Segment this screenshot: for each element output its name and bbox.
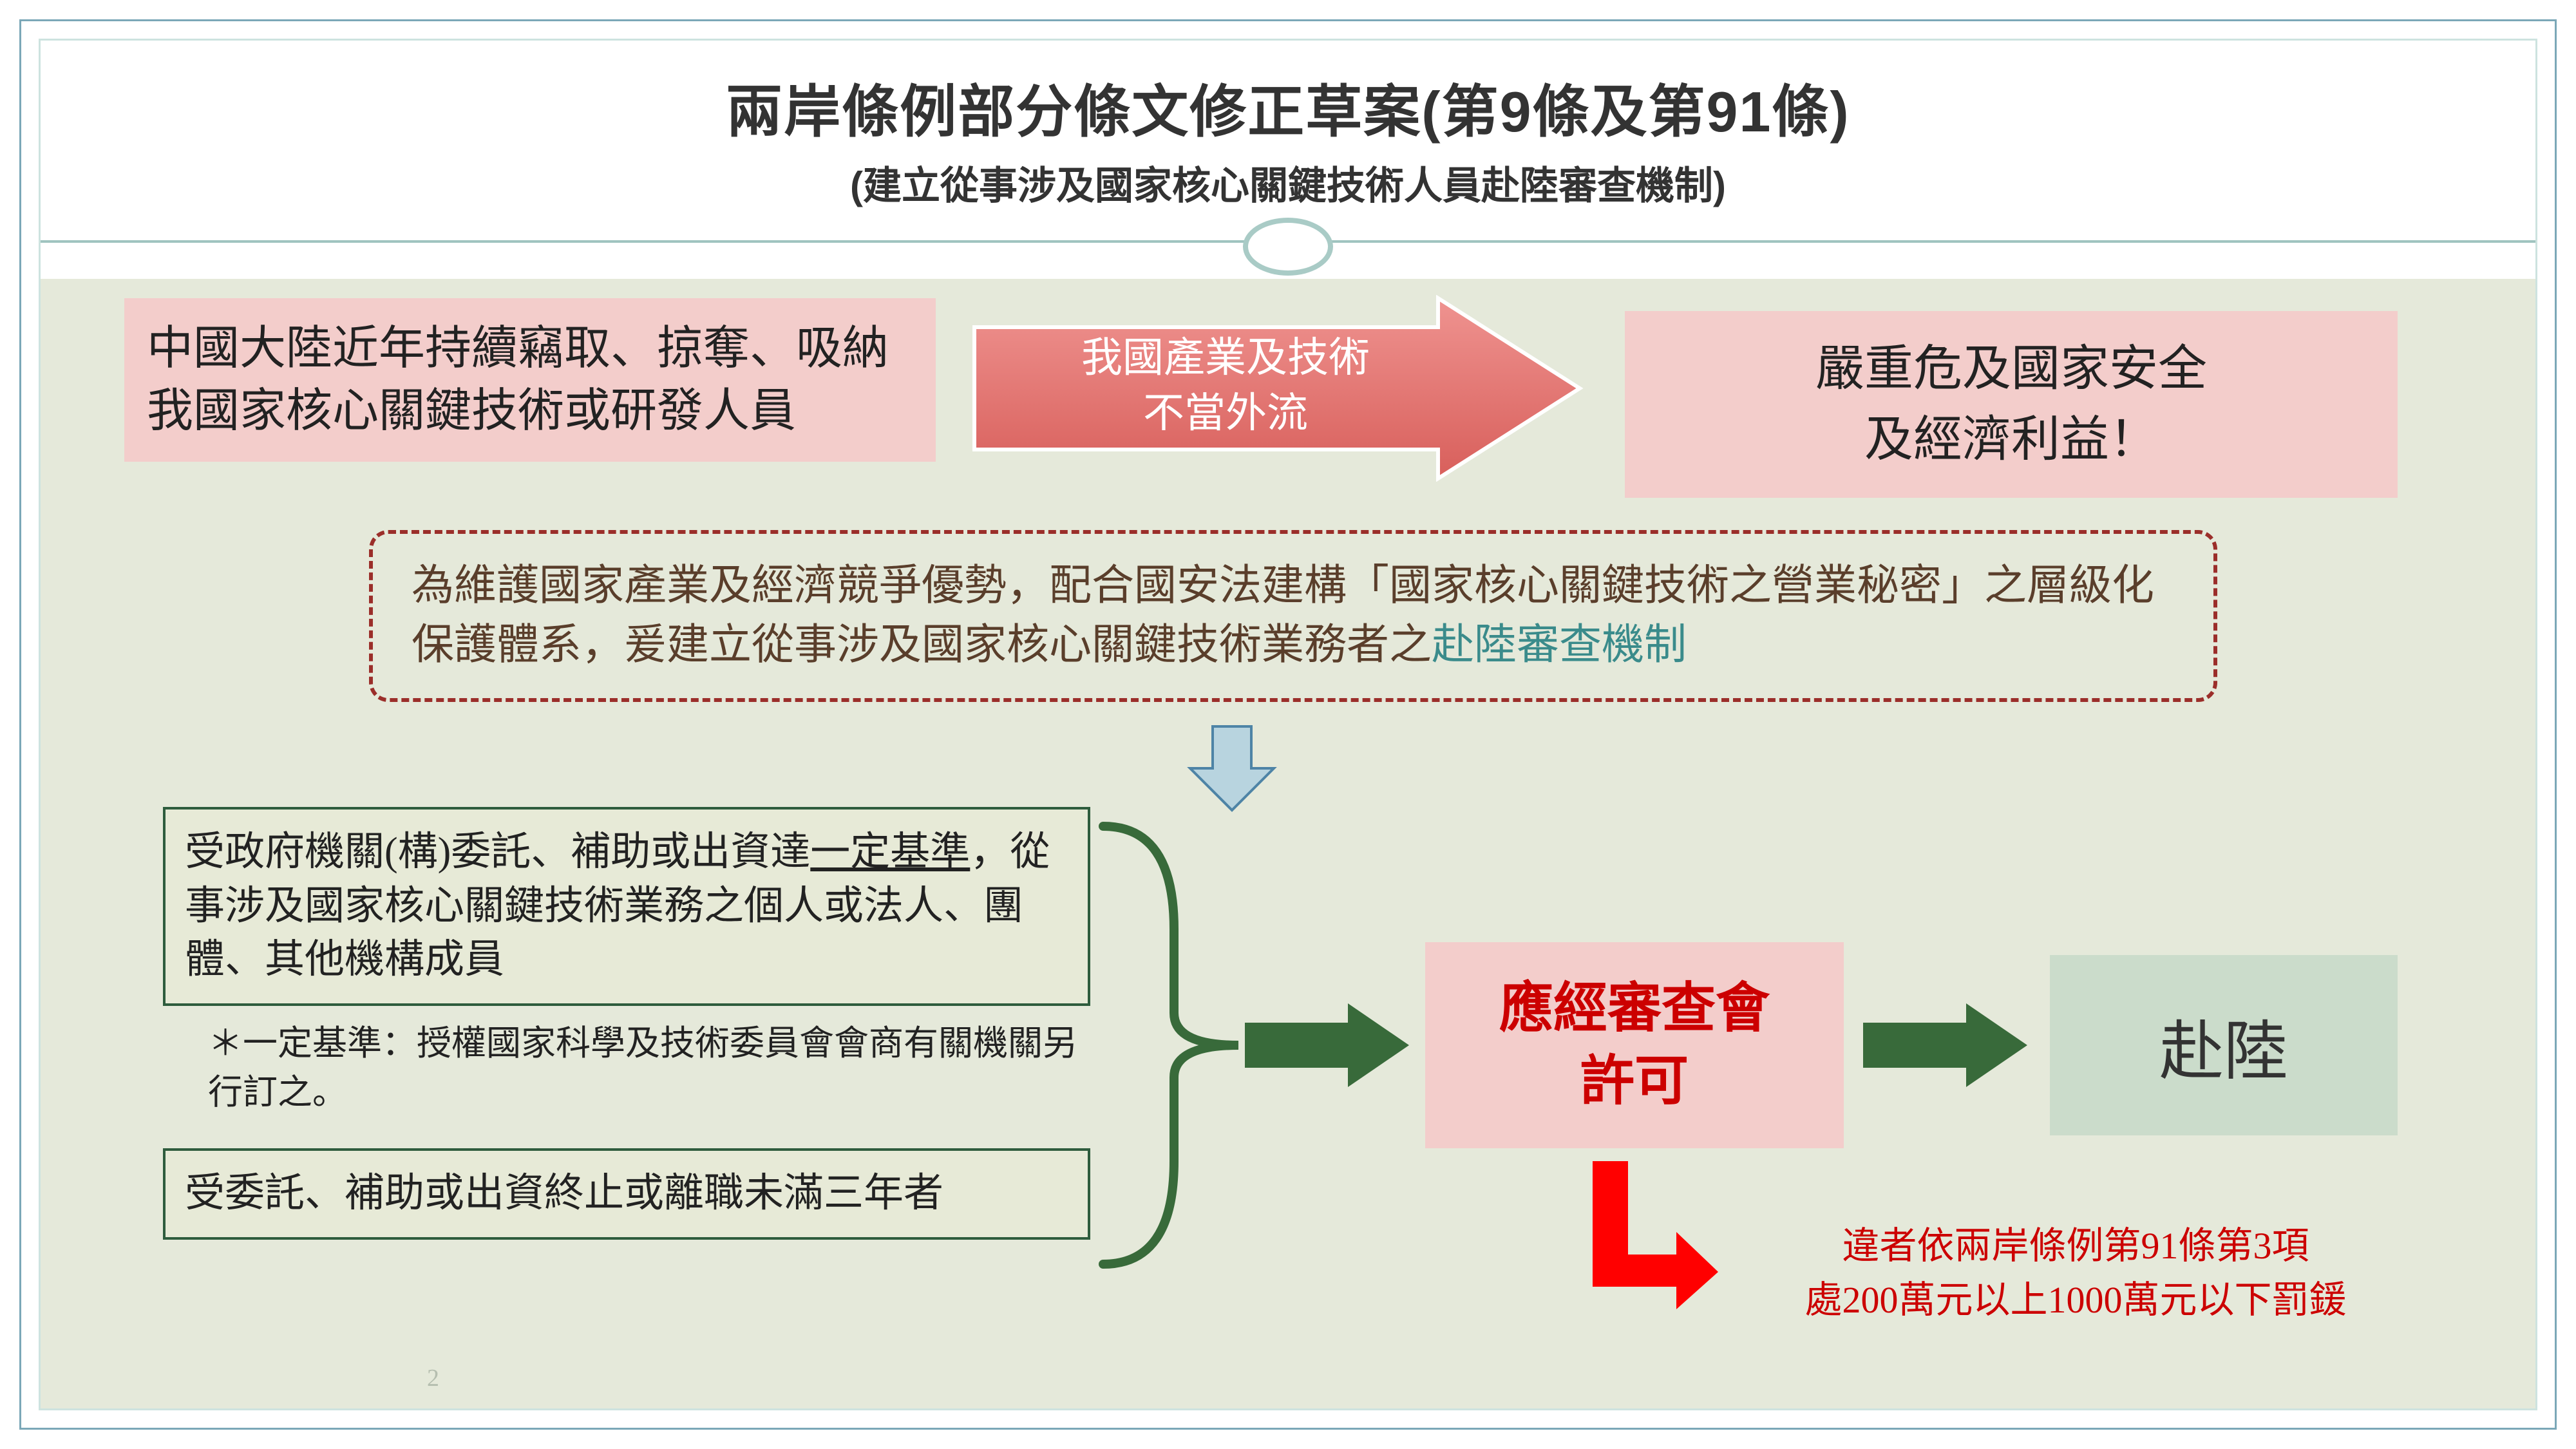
- inner-frame: 兩岸條例部分條文修正草案(第9條及第91條) (建立從事涉及國家核心關鍵技術人員…: [39, 39, 2537, 1410]
- arrow-label-line2: 不當外流: [1143, 390, 1308, 436]
- page-number: 2: [427, 1364, 439, 1392]
- red-l-arrow-icon: [1580, 1161, 1721, 1309]
- arrow-label-line1: 我國產業及技術: [1081, 335, 1370, 381]
- green-arrow-2-icon: [1863, 1000, 2031, 1090]
- right-line1: 嚴重危及國家安全: [1815, 342, 2207, 396]
- subtitle: (建立從事涉及國家核心關鍵技術人員赴陸審查機制): [41, 155, 2535, 211]
- footnote-text: ＊一定基準：授權國家科學及技術委員會會商有關機關另行訂之。: [208, 1019, 1090, 1117]
- penalty-text: 違者依兩岸條例第91條第3項 處200萬元以上1000萬元以下罰鍰: [1721, 1219, 2430, 1327]
- scope1-underline: 一定基準: [810, 830, 970, 874]
- scope1-pre: 受政府機關(構)委託、補助或出資達: [185, 830, 810, 874]
- ring-ornament: [1243, 218, 1333, 276]
- dashed-explanation-box: 為維護國家產業及經濟競爭優勢，配合國安法建構「國家核心關鍵技術之營業秘密」之層級…: [369, 530, 2217, 702]
- penalty-line1: 違者依兩岸條例第91條第3項: [1842, 1225, 2309, 1267]
- green-arrow-1-icon: [1245, 1000, 1412, 1090]
- consequence-box-right: 嚴重危及國家安全 及經濟利益！: [1625, 311, 2398, 498]
- big-arrow-label: 我國產業及技術 不當外流: [1007, 330, 1444, 442]
- dashed-text-teal: 赴陸審查機制: [1432, 621, 1687, 668]
- scope-box-2: 受委託、補助或出資終止或離職未滿三年者: [163, 1148, 1090, 1240]
- dashed-text-part1: 為維護國家產業及經濟競爭優勢，配合國安法建構「國家核心關鍵技術之營業秘密」之層級…: [412, 562, 2154, 668]
- problem-box-left: 中國大陸近年持續竊取、掠奪、吸納我國家核心關鍵技術或研發人員: [124, 298, 936, 462]
- right-line2: 及經濟利益！: [1864, 413, 2158, 467]
- title-area: 兩岸條例部分條文修正草案(第9條及第91條) (建立從事涉及國家核心關鍵技術人員…: [41, 41, 2535, 211]
- final-box: 赴陸: [2050, 955, 2398, 1135]
- down-arrow-icon: [1187, 723, 1277, 813]
- approval-box: 應經審查會 許可: [1425, 942, 1844, 1148]
- approval-line2: 許可: [1580, 1052, 1689, 1112]
- penalty-line2: 處200萬元以上1000萬元以下罰鍰: [1804, 1279, 2346, 1321]
- curly-bracket-icon: [1097, 813, 1245, 1277]
- main-title: 兩岸條例部分條文修正草案(第9條及第91條): [41, 66, 2535, 148]
- scope-box-1: 受政府機關(構)委託、補助或出資達一定基準，從事涉及國家核心關鍵技術業務之個人或…: [163, 807, 1090, 1006]
- approval-line1: 應經審查會: [1499, 979, 1770, 1039]
